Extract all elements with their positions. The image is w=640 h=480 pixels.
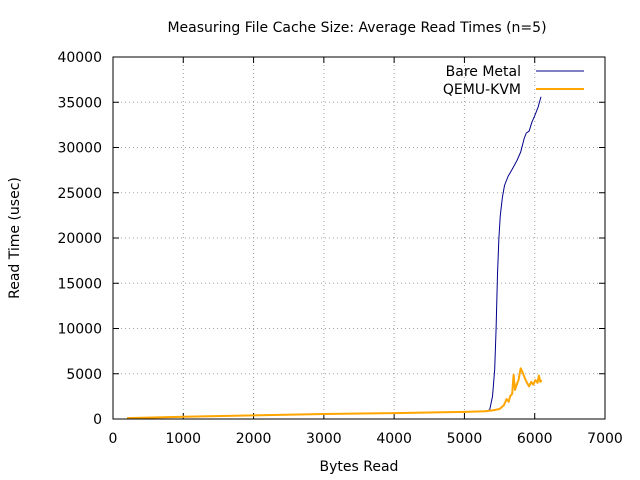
chart-title: Measuring File Cache Size: Average Read … — [167, 20, 546, 36]
x-tick-label: 7000 — [587, 431, 623, 447]
y-tick-label: 25000 — [57, 186, 102, 202]
y-tick-label: 0 — [93, 412, 102, 428]
x-tick-labels: 0 1000 2000 3000 4000 5000 6000 7000 — [109, 431, 623, 447]
x-tick-label: 6000 — [517, 431, 553, 447]
legend-label-bare-metal: Bare Metal — [446, 64, 521, 80]
y-tick-label: 5000 — [66, 367, 102, 383]
x-tick-label: 1000 — [165, 431, 201, 447]
y-tick-label: 35000 — [57, 95, 102, 111]
series-lines — [127, 96, 543, 420]
x-tick-label: 5000 — [447, 431, 483, 447]
y-axis-label: Read Time (usec) — [7, 177, 23, 299]
y-tick-label: 20000 — [57, 231, 102, 247]
axis-ticks — [112, 56, 606, 420]
y-tick-label: 40000 — [57, 50, 102, 66]
legend: Bare Metal QEMU-KVM — [443, 64, 584, 98]
series-line-qemu-kvm — [127, 367, 543, 420]
y-tick-labels: 0 5000 10000 15000 20000 25000 30000 35000 40000 — [57, 50, 102, 428]
x-axis-label: Bytes Read — [320, 459, 399, 475]
grid-lines — [113, 57, 605, 419]
x-tick-label: 2000 — [236, 431, 272, 447]
x-tick-label: 3000 — [306, 431, 342, 447]
plot-frame — [112, 56, 606, 420]
y-tick-label: 10000 — [57, 322, 102, 338]
y-tick-label: 15000 — [57, 276, 102, 292]
series-line-bare-metal — [127, 96, 542, 419]
y-tick-label: 30000 — [57, 141, 102, 157]
x-tick-label: 0 — [109, 431, 118, 447]
x-tick-label: 4000 — [376, 431, 412, 447]
legend-label-qemu-kvm: QEMU-KVM — [443, 82, 521, 98]
